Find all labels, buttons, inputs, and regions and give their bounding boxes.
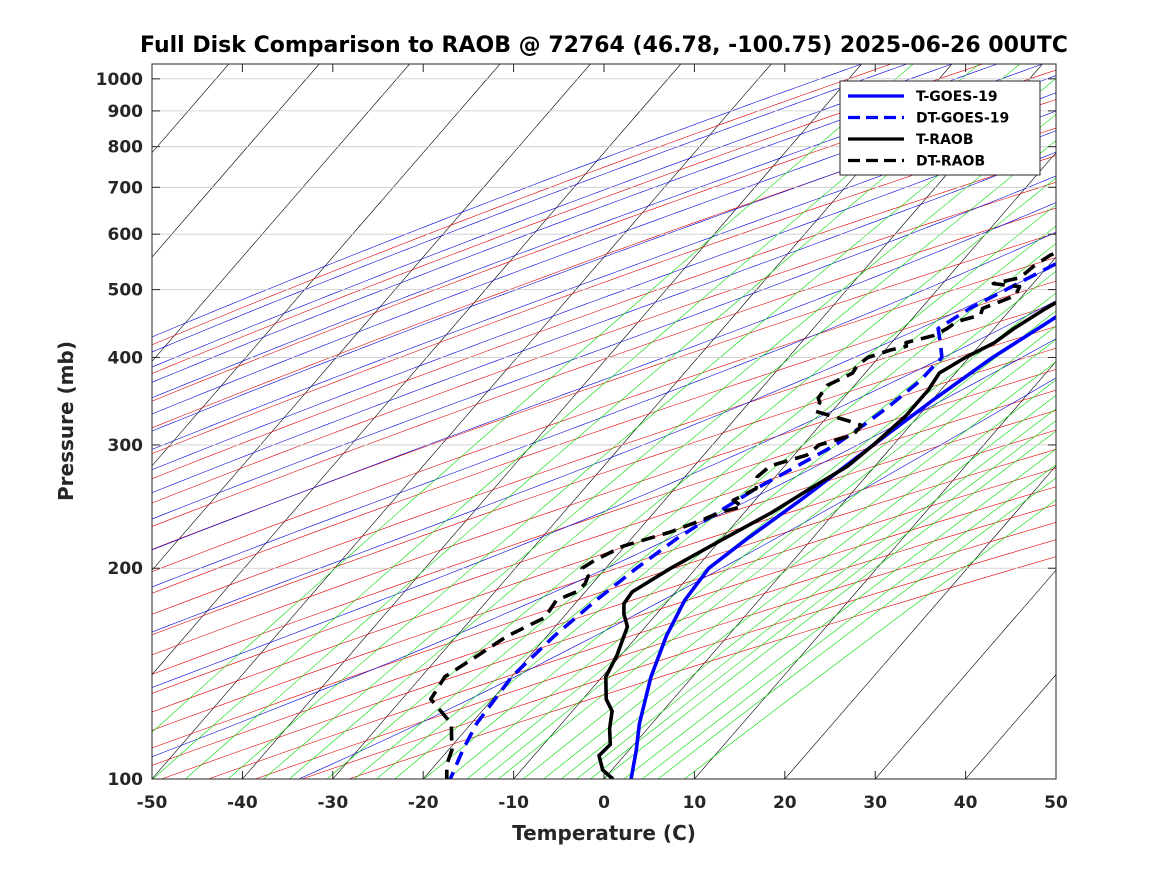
moist-adiabat-line: [152, 64, 862, 338]
moist-adiabat-line: [152, 130, 1056, 471]
moist-adiabat-line: [152, 231, 1056, 588]
dry-adiabat-line: [152, 449, 1056, 749]
isotherm-line: [152, 64, 772, 779]
legend-label-dt-raob: DT-RAOB: [916, 154, 985, 170]
y-tick-label: 100: [108, 770, 144, 790]
mixing-ratio-line: [376, 225, 1056, 779]
moist-adiabat-line: [152, 202, 1056, 551]
mixing-ratio-line: [642, 464, 1056, 779]
mixing-ratio-line: [466, 310, 1056, 779]
isotherm-line: [152, 64, 682, 676]
mixing-ratio-line: [561, 395, 1056, 779]
dry-adiabat-line: [152, 155, 1056, 480]
legend-label-dt-goes-19: DT-GOES-19: [916, 111, 1009, 127]
isotherm-line: [694, 360, 1056, 779]
legend-label-t-raob: T-RAOB: [916, 132, 974, 148]
legend-label-t-goes-19: T-GOES-19: [916, 89, 998, 105]
moist-adiabat-line: [152, 64, 907, 353]
dry-adiabat-line: [152, 369, 1056, 675]
mixing-ratio-line: [424, 270, 1056, 779]
dry-adiabat-line: [152, 207, 1056, 527]
x-tick-label: -20: [408, 793, 439, 813]
isotherm-line: [152, 64, 591, 571]
chart-title: Full Disk Comparison to RAOB @ 72764 (46…: [140, 33, 1068, 58]
mixing-ratio-line: [623, 448, 1056, 779]
mixing-ratio-line: [522, 361, 1056, 779]
y-tick-label: 800: [108, 138, 144, 158]
isotherm-line: [152, 64, 320, 258]
y-tick-label: 500: [108, 281, 144, 301]
y-tick-label: 600: [108, 225, 144, 245]
moist-adiabat-line: [152, 64, 953, 368]
dry-adiabat-line: [152, 303, 1056, 615]
x-tick-label: 30: [863, 793, 887, 813]
x-tick-label: -30: [317, 793, 348, 813]
y-axis-ticks: 1000 900 800 700 600 500 400 300 200 100: [96, 70, 1056, 790]
mixing-ratio-line: [576, 408, 1056, 779]
series-line-dt-goes-19: [448, 261, 1056, 779]
isotherm-line: [784, 465, 1056, 779]
y-tick-label: 300: [108, 436, 144, 456]
x-axis-ticks: -50 -40 -30 -20 -10 0 10 20 30 40 50: [137, 64, 1068, 813]
isotherm-line: [152, 64, 410, 362]
dry-adiabat-line: [152, 429, 1056, 731]
y-axis-label: Pressure (mb): [54, 341, 78, 501]
dry-adiabat-line: [152, 280, 1056, 594]
isotherm-line: [874, 569, 1056, 779]
series-line-dt-raob: [429, 251, 1056, 779]
mixing-ratio-line: [602, 430, 1056, 779]
mixing-ratio-line: [498, 339, 1056, 779]
x-tick-label: -50: [137, 793, 168, 813]
thermo-background-lines: [152, 64, 1056, 779]
mixing-ratio-line: [590, 420, 1056, 779]
legend: T-GOES-19 DT-GOES-19 T-RAOB DT-RAOB: [839, 80, 1041, 176]
isotherm-line: [152, 64, 501, 467]
moist-adiabat-line: [152, 300, 1056, 688]
y-tick-label: 1000: [96, 70, 143, 90]
mixing-ratio-line: [543, 379, 1056, 779]
mixing-ratio-line: [326, 177, 1056, 779]
dry-adiabat-line: [152, 347, 1056, 656]
isotherm-line: [422, 64, 1043, 779]
x-tick-label: -10: [498, 793, 529, 813]
isotherm-line: [332, 64, 953, 779]
moist-adiabat-line: [152, 151, 1056, 494]
mixing-ratio-line: [354, 204, 1056, 779]
x-tick-label: 0: [598, 793, 610, 813]
mixing-ratio-line: [394, 243, 1056, 779]
x-tick-label: 50: [1044, 793, 1068, 813]
mixing-ratio-line: [263, 114, 1056, 779]
dry-adiabat-line: [152, 467, 1056, 766]
mixing-ratio-line: [657, 477, 1056, 779]
moist-adiabat-line: [152, 175, 1056, 520]
dry-adiabat-line: [152, 326, 1056, 636]
x-tick-label: 40: [954, 793, 978, 813]
dry-adiabat-line: [152, 257, 1056, 572]
sounding-series: [429, 251, 1056, 779]
dry-adiabat-line: [161, 486, 1056, 779]
y-tick-label: 700: [108, 178, 144, 198]
moist-adiabat-line: [152, 110, 1056, 450]
dry-adiabat-line: [152, 389, 1056, 694]
x-tick-label: 10: [683, 793, 707, 813]
dry-adiabat-line: [152, 127, 1056, 455]
dry-adiabat-line: [152, 64, 983, 374]
y-tick-label: 400: [108, 348, 144, 368]
dry-adiabat-line: [152, 64, 892, 346]
dry-adiabat-line: [152, 181, 1056, 504]
mixing-ratio-line: [289, 140, 1056, 779]
x-axis-label: Temperature (C): [512, 821, 696, 845]
mixing-ratio-line: [483, 325, 1056, 779]
series-line-t-raob: [597, 300, 1056, 779]
series-line-t-goes-19: [629, 314, 1056, 779]
moist-adiabat-line: [152, 264, 1056, 633]
y-tick-label: 900: [108, 102, 144, 122]
y-tick-label: 200: [108, 559, 144, 579]
x-tick-label: -40: [227, 793, 258, 813]
dry-adiabat-line: [152, 410, 1056, 713]
x-tick-label: 20: [773, 793, 797, 813]
moist-adiabat-line: [152, 338, 1056, 758]
